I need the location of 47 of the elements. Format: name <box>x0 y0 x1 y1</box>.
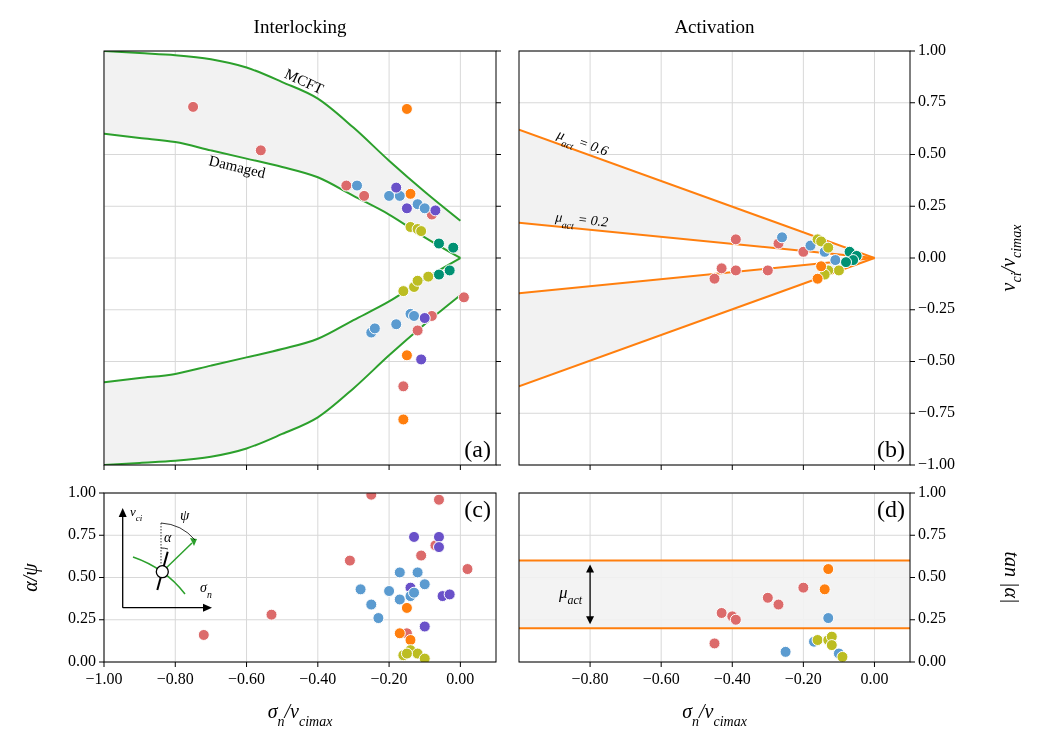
y-tick-label: 0.50 <box>918 144 946 162</box>
y-tick-label: 0.75 <box>918 524 946 542</box>
annotation: (a) <box>464 436 491 462</box>
annotation: (c) <box>464 496 491 522</box>
x-tick-label: −0.60 <box>642 670 680 687</box>
x-tick-label: −1.00 <box>85 670 123 687</box>
y-tick-label: −0.25 <box>918 299 956 317</box>
y-tick-label: −0.75 <box>918 402 956 420</box>
y-tick-label: −1.00 <box>918 454 956 472</box>
annotation: v$_{ci}$ <box>130 504 143 523</box>
x-tick-label: −0.20 <box>370 670 408 687</box>
annotation: (b) <box>877 436 905 462</box>
y-tick-label: 0.00 <box>918 651 946 669</box>
y-tick-label: 0.50 <box>918 567 946 585</box>
y-tick-label: 1.00 <box>918 482 946 500</box>
x-tick-label: −0.80 <box>156 670 194 687</box>
y-tick-label: −0.50 <box>918 351 956 369</box>
x-tick-label: 0.00 <box>446 670 475 687</box>
y-tick-label: 1.00 <box>68 482 96 500</box>
band-label: μ$_{act}$ <box>558 583 583 608</box>
y-axis-title: α/ψ <box>18 562 42 592</box>
y-tick-label: 0.00 <box>68 651 96 669</box>
text: Damaged <box>207 152 268 182</box>
x-tick-label: −0.80 <box>571 670 609 687</box>
text: μ$_{act}$ = 0.2 <box>553 209 609 231</box>
y-tick-label: 0.25 <box>918 195 946 213</box>
annotation: α <box>164 530 172 545</box>
x-tick-label: −0.40 <box>299 670 337 687</box>
annotation: ψ <box>180 507 190 523</box>
y-tick-label: 0.00 <box>918 247 946 265</box>
y-tick-label: 0.25 <box>68 609 96 627</box>
annotation: σ$_{n}$ <box>200 580 212 600</box>
y-tick-label: 0.75 <box>68 524 96 542</box>
x-tick-label: −0.40 <box>713 670 751 687</box>
chart-title: Activation <box>674 16 756 37</box>
chart-title: Interlocking <box>253 16 347 37</box>
y-axis-title: tan |α| <box>1000 551 1024 604</box>
y-tick-label: 0.75 <box>918 92 946 110</box>
y-tick-label: 0.50 <box>68 567 96 585</box>
annotation: (d) <box>877 496 905 522</box>
x-axis-title: σ$_{n}$/v$_{cimax}$ <box>267 700 334 729</box>
x-tick-label: −0.20 <box>784 670 822 687</box>
x-axis-title: σ$_{n}$/v$_{cimax}$ <box>682 700 748 729</box>
y-tick-label: 0.25 <box>918 609 946 627</box>
x-tick-label: −0.60 <box>228 670 266 687</box>
y-tick-label: 1.00 <box>918 40 946 58</box>
x-tick-label: 0.00 <box>860 670 889 687</box>
